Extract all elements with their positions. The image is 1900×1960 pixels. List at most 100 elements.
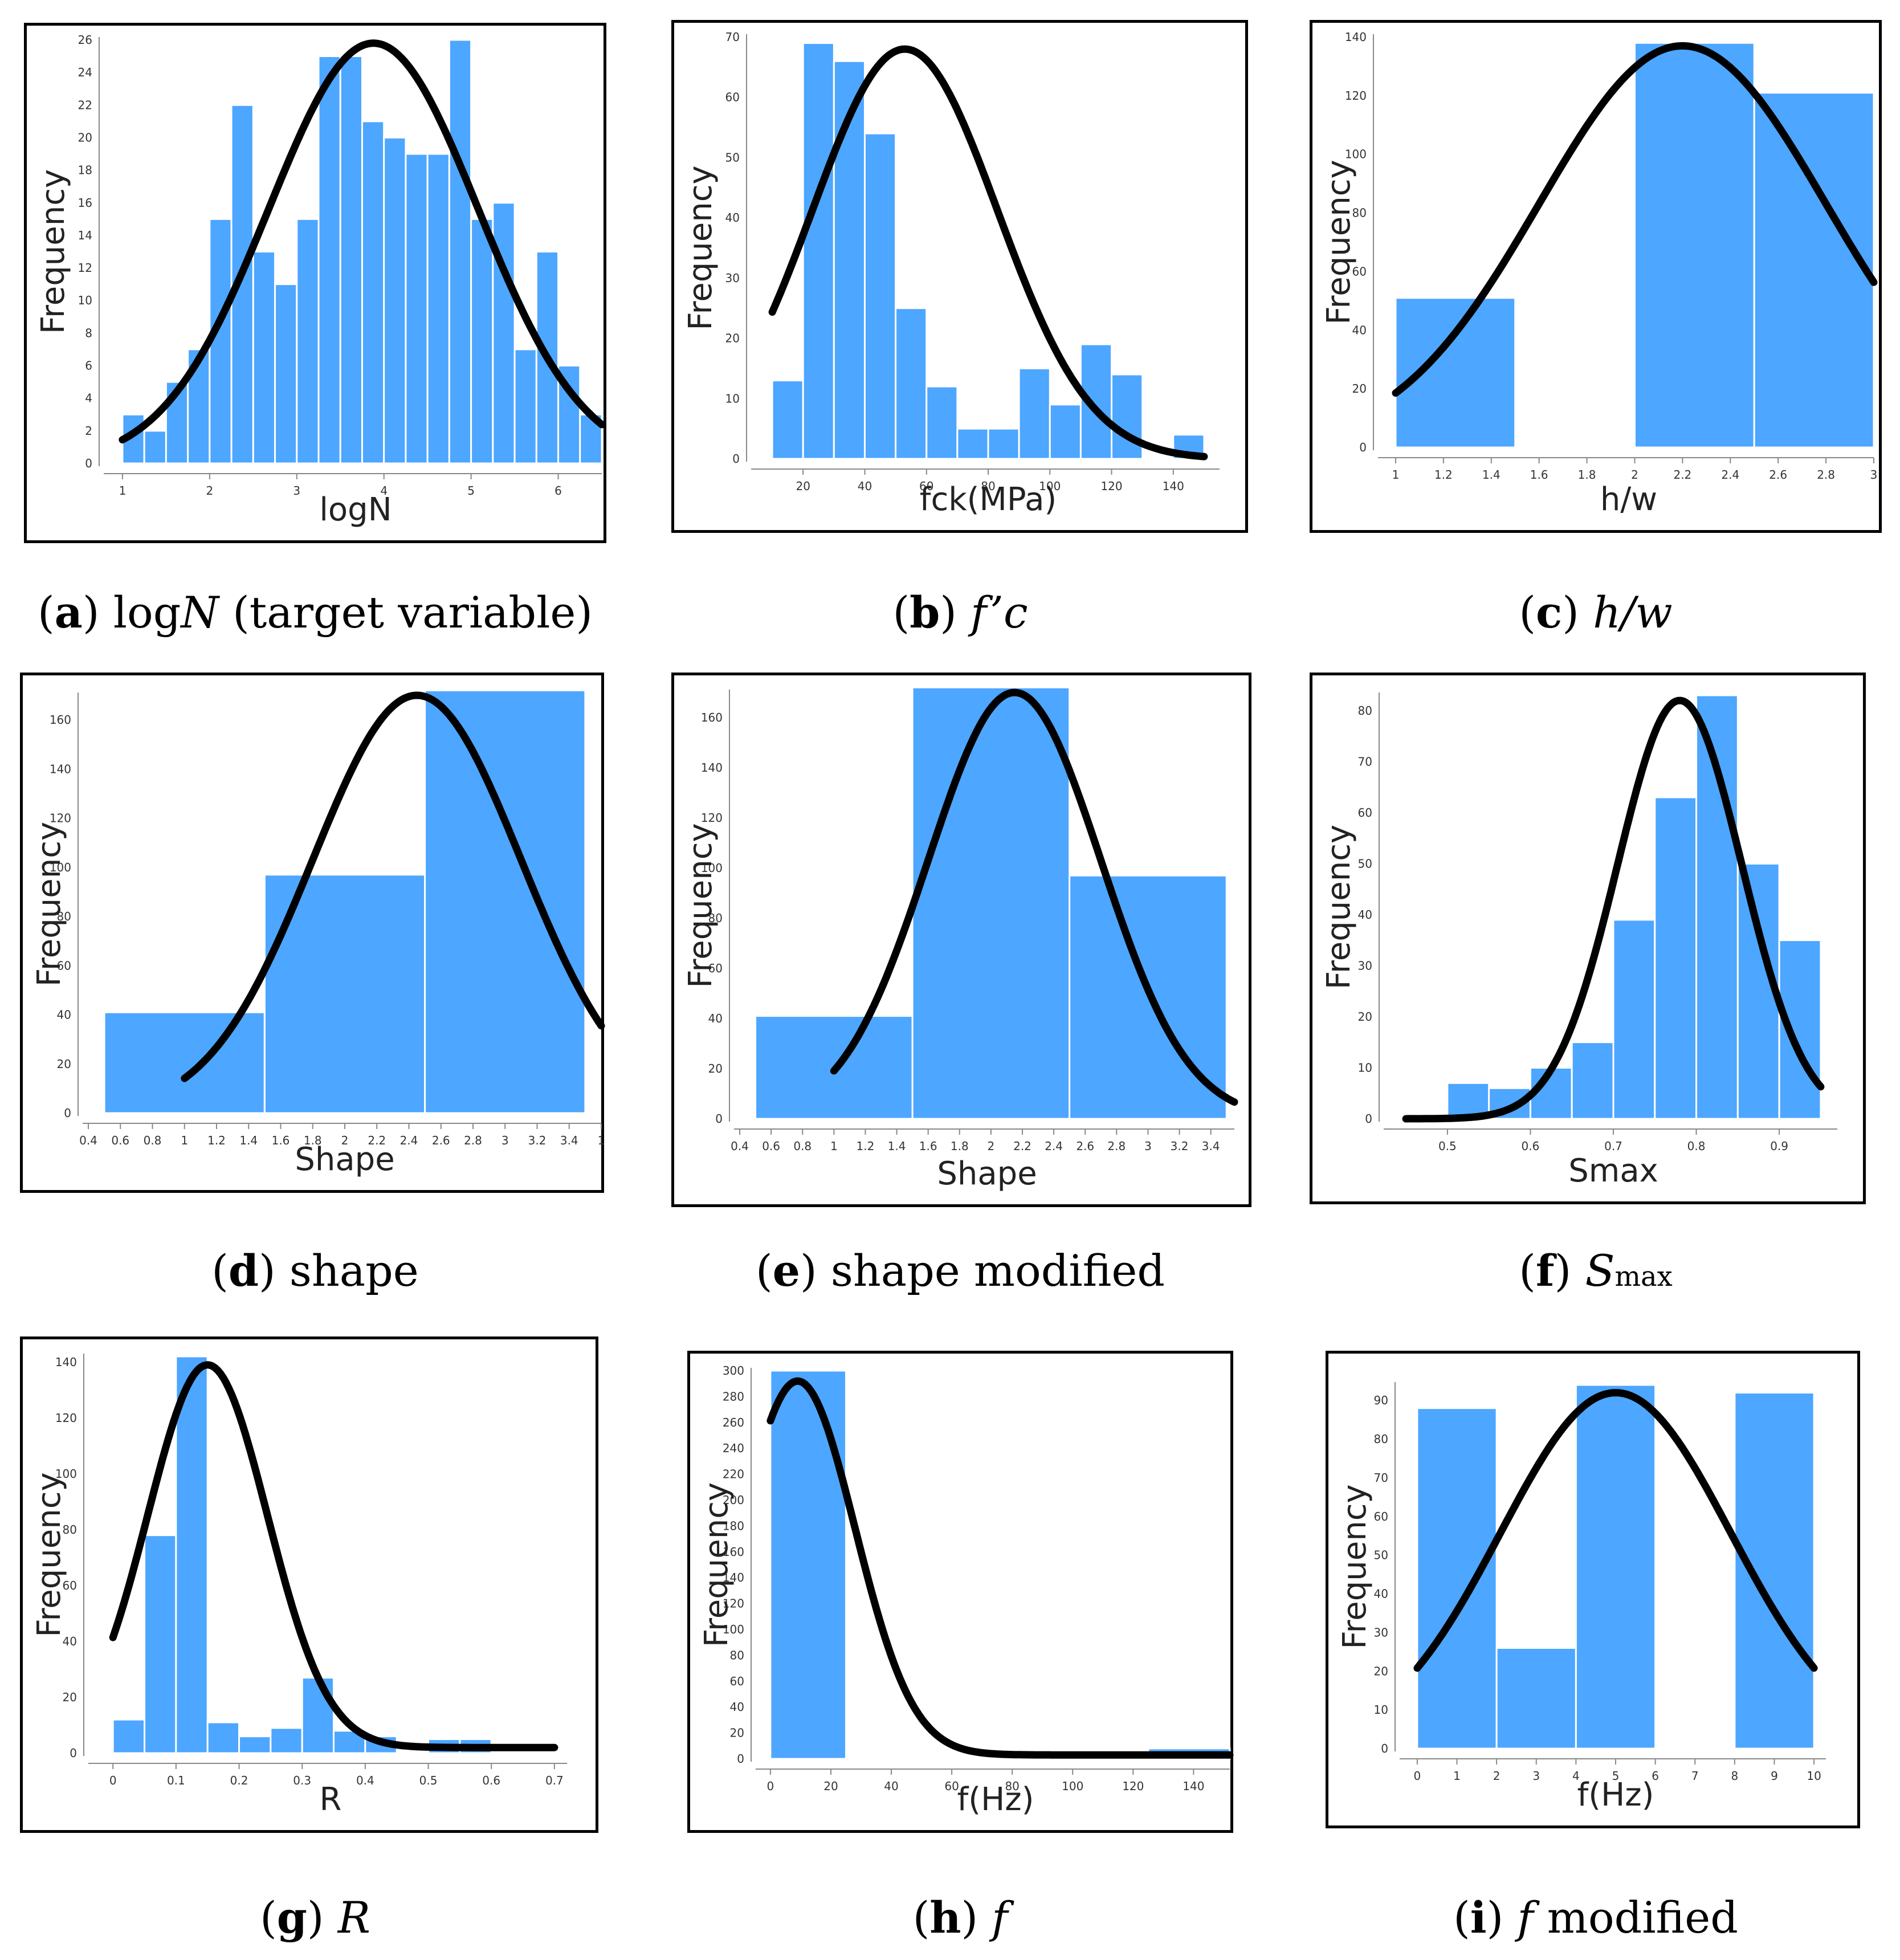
histogram-bar [470, 218, 494, 464]
histogram-bar [895, 307, 928, 460]
y-tick-label: 50 [1374, 1549, 1388, 1562]
normal-distribution-curve [1392, 42, 1878, 397]
x-tick-label: 100 [1062, 1779, 1083, 1793]
x-tick-label: 1.8 [951, 1139, 969, 1153]
x-tick-label: 0 [1414, 1769, 1421, 1783]
y-tick-label: 70 [1374, 1471, 1388, 1485]
histogram-bar [103, 1011, 266, 1114]
y-tick-label: 80 [1358, 704, 1372, 718]
y-tick-label: 50 [725, 150, 740, 164]
x-tick-label: 1.6 [1530, 468, 1548, 482]
x-tick-label: 0.8 [1687, 1139, 1706, 1153]
y-tick-label: 160 [701, 711, 723, 724]
normal-distribution-curve [181, 691, 605, 1082]
x-tick-label: 4 [1572, 1769, 1580, 1783]
y-tick-label: 0 [64, 1106, 71, 1120]
y-tick-label: 120 [50, 812, 71, 825]
caption-d: (d) shape [211, 1245, 419, 1296]
histogram-bar [301, 1677, 335, 1754]
y-tick-label: 70 [725, 30, 740, 44]
x-tick-label: 4 [380, 484, 388, 498]
x-tick-label: 1.4 [1482, 468, 1501, 482]
caption-b: (b) f’c [892, 587, 1028, 638]
y-tick-label: 60 [63, 1579, 77, 1592]
chart-panel-b: 20 40 60 80 100 120 140 0 10 20 30 40 50 60 70 fck(MPa)… [671, 20, 1248, 533]
y-tick-label: 40 [725, 211, 740, 225]
normal-distribution-curve [766, 1377, 1234, 1759]
y-tick-label: 20 [725, 332, 740, 345]
x-tick-label: 5 [1612, 1769, 1620, 1783]
histogram-e: 0.4 0.6 0.8 1 1.2 1.4 1.6 1.8 2 2.2 2.4 2.6 2.8 3 3.2 3… [671, 673, 1251, 1207]
histogram-bar [1495, 1647, 1577, 1750]
x-tick-label: 2.6 [432, 1134, 450, 1147]
x-tick-label: 20 [823, 1779, 838, 1793]
caption-i-part-0: f [1517, 1892, 1534, 1943]
x-tick-label: 1 [1453, 1769, 1461, 1783]
y-tick-label: 100 [55, 1467, 77, 1481]
histogram-bar [1571, 1041, 1614, 1120]
histogram-bar [911, 686, 1071, 1120]
chart-frame [1310, 673, 1866, 1204]
y-tick-label: 40 [730, 1700, 744, 1714]
y-tick-label: 220 [723, 1468, 744, 1481]
y-tick-label: 20 [1374, 1664, 1388, 1678]
x-tick-label: 0.4 [356, 1774, 374, 1787]
x-tick-label: 0.8 [793, 1139, 812, 1153]
caption-d-letter: d [228, 1245, 259, 1296]
x-tick-label: 2 [341, 1134, 349, 1147]
chart-frame [20, 1336, 598, 1833]
histogram-bar [274, 283, 298, 464]
y-tick-label: 100 [50, 861, 71, 874]
caption-a-letter: a [54, 587, 83, 638]
x-tick-label: 1.8 [1578, 468, 1596, 482]
histogram-bar [112, 1718, 146, 1754]
x-tick-label: 0.6 [762, 1139, 780, 1153]
x-tick-label: 40 [858, 479, 872, 493]
y-tick-label: 0 [1359, 441, 1367, 454]
x-tick-label: 80 [1005, 1779, 1019, 1793]
histogram-bar [1049, 404, 1082, 460]
x-tick-label: 0.7 [545, 1774, 564, 1787]
y-tick-label: 16 [78, 196, 92, 210]
x-tick-label: 9 [1771, 1769, 1778, 1783]
histogram-h: 0 20 40 60 80 100 120 140 0 20 40 60 80 100 120 140 160 1… [687, 1351, 1234, 1833]
y-tick-label: 20 [730, 1726, 744, 1740]
histogram-bar [769, 1370, 847, 1760]
y-tick-label: 160 [50, 713, 71, 727]
normal-distribution-curve [830, 688, 1238, 1106]
y-tick-label: 60 [725, 91, 740, 104]
x-tick-label: 1.2 [857, 1139, 875, 1153]
y-tick-label: 100 [701, 861, 723, 875]
x-tick-label: 3 [293, 484, 300, 498]
histogram-bar [361, 120, 385, 464]
chart-panel-g: 0 0.1 0.2 0.3 0.4 0.5 0.6 0.7 0 20 40 60 80 100 120 140… [20, 1336, 598, 1833]
y-tick-label: 140 [1345, 30, 1367, 44]
y-tick-label: 20 [1358, 1010, 1372, 1024]
y-tick-label: 20 [708, 1062, 723, 1075]
x-tick-label: 80 [981, 479, 995, 493]
x-tick-label: 1 [181, 1134, 188, 1147]
y-tick-label: 140 [50, 762, 71, 776]
x-tick-label: 2.4 [400, 1134, 418, 1147]
x-tick-label: 2.6 [1769, 468, 1787, 482]
x-tick-label: 3 [1532, 1769, 1540, 1783]
y-tick-label: 300 [723, 1364, 744, 1378]
y-tick-label: 240 [723, 1441, 744, 1455]
y-tick-label: 60 [57, 959, 71, 972]
y-tick-label: 200 [723, 1493, 744, 1507]
chart-panel-d: 0.4 0.6 0.8 1 1.2 1.4 1.6 1.8 2 2.2 2.4 2.6 2.8 3 3.2 3… [20, 673, 605, 1193]
y-tick-label: 60 [1352, 264, 1367, 278]
y-tick-label: 180 [723, 1519, 744, 1533]
caption-h: (h) f [912, 1892, 1008, 1943]
x-axis-title: Smax [1568, 1152, 1658, 1189]
y-tick-label: 80 [730, 1648, 744, 1662]
x-tick-label: 3.2 [1171, 1139, 1189, 1153]
y-tick-label: 20 [63, 1690, 77, 1704]
y-tick-label: 40 [63, 1635, 77, 1648]
y-axis-title: Frequency [682, 823, 719, 988]
histogram-bar [1018, 367, 1051, 460]
y-tick-label: 20 [78, 131, 92, 144]
x-tick-label: 0.6 [111, 1134, 129, 1147]
y-tick-label: 80 [63, 1523, 77, 1537]
y-tick-label: 26 [78, 33, 92, 47]
